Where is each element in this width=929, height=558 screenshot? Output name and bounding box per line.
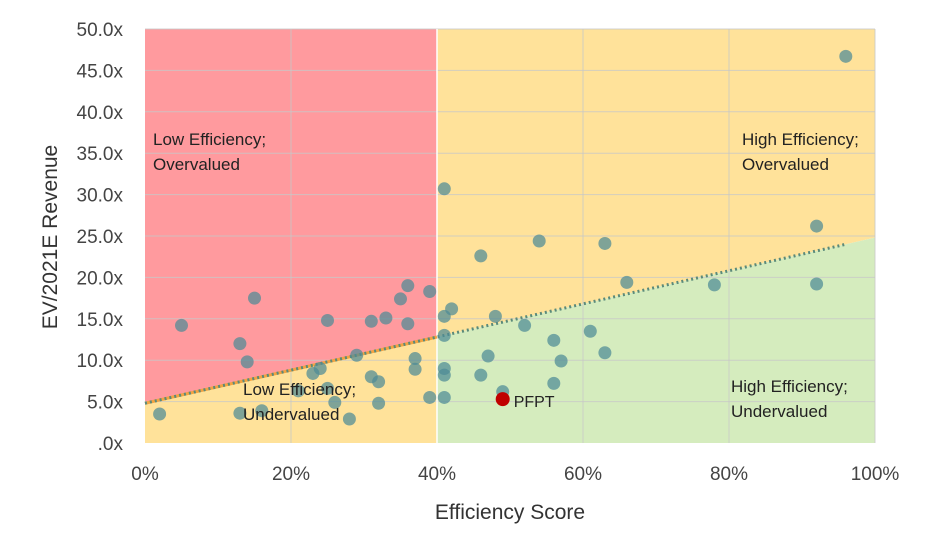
data-point	[532, 234, 546, 248]
quadrant-high-overvalued	[437, 29, 875, 338]
data-point	[518, 318, 532, 332]
data-point	[839, 49, 853, 63]
data-point	[394, 292, 407, 306]
y-tick-label: 5.0x	[87, 393, 123, 414]
data-point	[437, 328, 451, 342]
data-point	[423, 390, 437, 404]
data-point	[437, 390, 451, 404]
data-point	[372, 396, 386, 410]
data-point	[401, 317, 415, 331]
data-point	[445, 302, 459, 316]
gridlines	[145, 28, 876, 443]
x-tick-label: 20%	[272, 464, 310, 485]
data-point	[481, 349, 495, 363]
y-tick-label: 25.0x	[77, 227, 124, 248]
data-point	[233, 406, 247, 420]
data-point	[175, 318, 188, 332]
data-point	[342, 412, 356, 426]
data-point	[474, 368, 488, 382]
data-point	[291, 384, 305, 398]
data-point	[240, 355, 254, 369]
y-tick-label: .0x	[98, 434, 124, 455]
boundary-segment	[144, 335, 438, 405]
data-point	[620, 275, 634, 289]
quadrant-label-line: Overvalued	[742, 155, 829, 174]
data-point	[583, 324, 597, 338]
y-tick-label: 10.0x	[77, 351, 124, 372]
data-point	[707, 278, 721, 292]
data-point	[474, 249, 488, 263]
y-tick-label: 40.0x	[77, 103, 124, 124]
quadrant-label-line: Low Efficiency;	[243, 380, 356, 399]
data-point	[321, 313, 334, 327]
quadrant-label-line: Undervalued	[731, 402, 827, 421]
data-point	[153, 407, 167, 421]
x-axis-title: Efficiency Score	[435, 501, 585, 524]
data-point	[255, 404, 269, 418]
y-tick-label: 20.0x	[77, 268, 124, 289]
data-point	[248, 291, 261, 305]
data-point	[233, 337, 247, 351]
data-point	[372, 375, 386, 389]
data-point	[313, 361, 327, 375]
quadrant-labels: Low Efficiency; Overvalued High Efficiency…	[153, 130, 859, 424]
x-tick-label: 0%	[131, 464, 159, 485]
y-tick-label: 35.0x	[77, 144, 124, 165]
axes: .0x 5.0x 10.0x 15.0x 20.0x 25.0x 30.0x 35.0x 40.…	[77, 20, 900, 485]
data-point	[437, 182, 451, 196]
highlight-label-pfpt: PFPT	[514, 394, 555, 411]
data-point	[437, 368, 451, 382]
data-point	[401, 279, 415, 293]
data-point	[810, 277, 824, 291]
data-point	[408, 352, 422, 366]
quadrant-label-line: High Efficiency;	[731, 377, 848, 396]
y-axis-title: EV/2021E Revenue	[39, 145, 62, 329]
data-point	[488, 309, 502, 323]
regression-line-layer	[144, 242, 847, 405]
data-point	[598, 236, 612, 250]
data-point	[364, 314, 378, 328]
data-point	[598, 346, 612, 360]
data-point	[810, 219, 824, 233]
data-point	[547, 333, 561, 347]
quadrant-label-line: Undervalued	[243, 405, 339, 424]
data-point	[379, 311, 393, 325]
data-point	[554, 354, 568, 368]
quadrant-label-line: High Efficiency;	[742, 130, 859, 149]
quadrant-label-line: Low Efficiency;	[153, 130, 266, 149]
quadrant-high-undervalued	[437, 237, 875, 443]
quadrant-backgrounds	[145, 29, 875, 443]
x-tick-label: 100%	[851, 464, 900, 485]
data-point	[350, 348, 364, 362]
x-tick-label: 60%	[564, 464, 602, 485]
data-point	[321, 381, 334, 395]
highlight-point-pfpt	[495, 392, 510, 407]
data-point	[547, 376, 561, 390]
y-tick-label: 15.0x	[77, 310, 124, 331]
y-tick-label: 50.0x	[77, 20, 124, 41]
x-tick-label: 80%	[710, 464, 748, 485]
quadrant-label-line: Overvalued	[153, 155, 240, 174]
y-tick-label: 45.0x	[77, 61, 124, 82]
data-points: PFPT	[153, 49, 853, 426]
y-tick-label: 30.0x	[77, 186, 124, 207]
data-point	[408, 362, 422, 376]
data-point	[423, 284, 437, 298]
x-tick-label: 40%	[418, 464, 456, 485]
data-point	[328, 395, 342, 409]
